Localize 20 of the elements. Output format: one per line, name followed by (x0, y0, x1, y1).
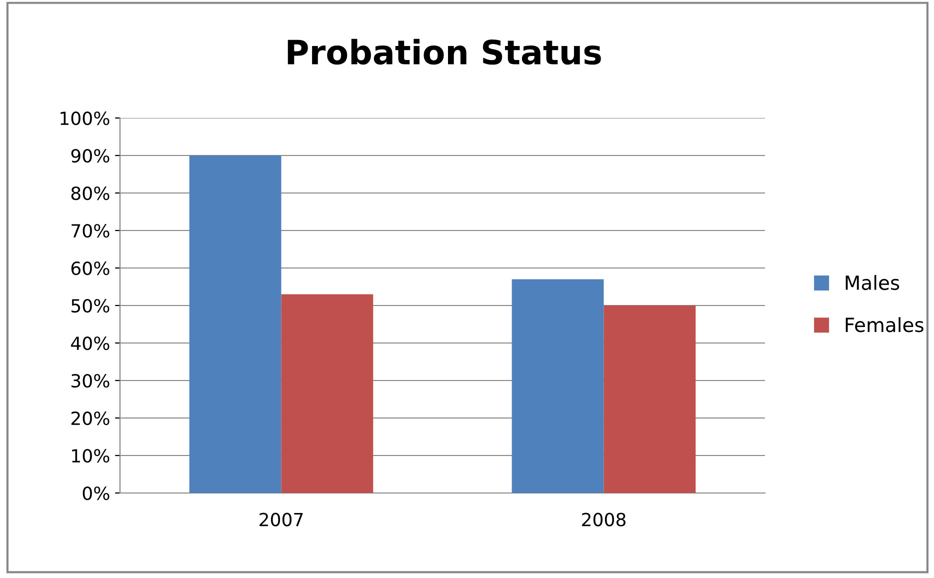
legend-label: Females (846, 317, 924, 332)
chart-title: Probation Status (288, 38, 601, 65)
bar (604, 306, 696, 493)
y-tick-label: 100% (60, 111, 110, 126)
x-tick-label: 2007 (260, 512, 303, 526)
y-tick-label: 40% (71, 336, 110, 350)
y-tick-label: 70% (72, 224, 110, 238)
y-tick-label: 20% (71, 411, 110, 426)
y-tick-label: 10% (72, 448, 110, 463)
y-tick-label: 60% (71, 261, 110, 276)
y-tick-label: 50% (72, 298, 110, 313)
y-tick-label: 90% (71, 148, 110, 163)
bar (512, 279, 604, 493)
y-tick-label: 30% (72, 374, 110, 388)
legend-label: Males (846, 275, 900, 290)
bar (281, 294, 374, 493)
y-tick-label: 80% (71, 186, 110, 200)
bar (189, 156, 282, 493)
y-tick-label: 0% (82, 486, 110, 500)
x-tick-label: 2008 (582, 512, 626, 526)
